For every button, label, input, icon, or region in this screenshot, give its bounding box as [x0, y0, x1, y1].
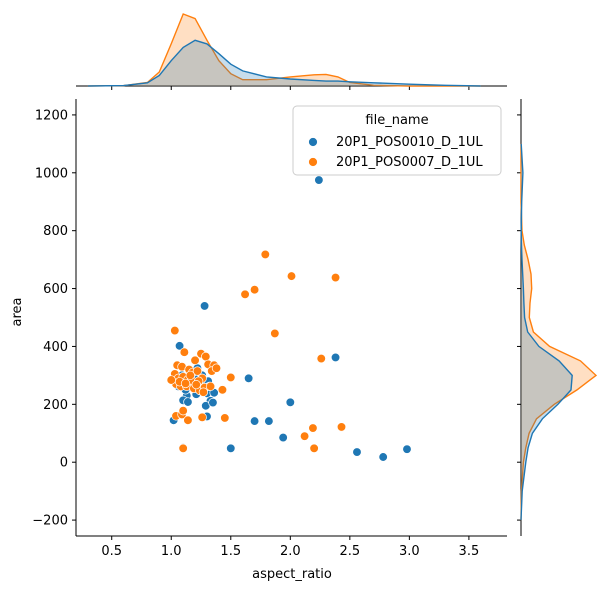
scatter-point-series-1 — [179, 347, 189, 357]
scatter-point-series-1 — [211, 363, 222, 373]
y-tick-label: 600 — [43, 282, 68, 297]
legend-marker-series-1 — [308, 157, 318, 167]
y-tick-label: 800 — [43, 224, 68, 239]
marginal-x-kde — [76, 13, 507, 90]
y-tick-label: 1200 — [35, 108, 68, 123]
scatter-point-series-1 — [201, 351, 211, 362]
scatter-point-series-0 — [264, 416, 274, 426]
scatter-points — [166, 175, 412, 462]
legend-title: file_name — [365, 113, 428, 128]
scatter-point-series-0 — [352, 447, 362, 457]
scatter-point-series-0 — [199, 301, 210, 311]
scatter-point-series-1 — [180, 378, 191, 389]
x-tick-label: 3.0 — [399, 544, 420, 559]
scatter-point-series-1 — [217, 385, 228, 395]
scatter-point-series-0 — [174, 341, 185, 351]
scatter-point-series-1 — [316, 353, 326, 364]
legend: file_name 20P1_POS0010_D_1UL 20P1_POS000… — [292, 105, 502, 176]
scatter-point-series-1 — [166, 375, 176, 385]
scatter-point-series-0 — [378, 452, 388, 462]
scatter-point-series-0 — [208, 397, 218, 408]
y-tick-label: −200 — [32, 514, 68, 529]
scatter-point-series-1 — [170, 325, 180, 336]
marginal-y-line-series-0 — [520, 143, 573, 521]
scatter-point-series-1 — [270, 328, 280, 339]
scatter-point-series-1 — [198, 387, 209, 397]
marginal-y-line-series-1 — [520, 143, 598, 521]
scatter-point-series-0 — [278, 432, 288, 443]
marginal-x-line-series-0 — [87, 39, 481, 87]
legend-marker-series-0 — [308, 137, 318, 147]
scatter-point-series-0 — [183, 397, 193, 407]
scatter-point-series-1 — [309, 443, 319, 453]
x-tick-label: 2.5 — [339, 544, 360, 559]
scatter-point-series-0 — [249, 416, 260, 426]
scatter-point-series-1 — [178, 406, 188, 416]
marginal-y-kde — [517, 99, 598, 536]
scatter-point-series-1 — [226, 372, 236, 383]
y-tick-label: 0 — [60, 456, 68, 471]
y-tick-label: 1000 — [35, 166, 68, 181]
x-tick-label: 2.0 — [280, 544, 301, 559]
scatter-point-series-1 — [220, 413, 230, 423]
scatter-point-series-1 — [286, 271, 297, 281]
scatter-point-series-1 — [336, 422, 347, 432]
scatter-point-series-1 — [190, 355, 200, 365]
x-tick-label: 3.5 — [459, 544, 480, 559]
scatter-point-series-1 — [192, 366, 203, 376]
scatter-point-series-1 — [249, 285, 260, 295]
marginal-x-fill-series-0 — [87, 40, 481, 86]
scatter-axes: 0.5 1.0 1.5 2.0 2.5 3.0 3.5 −200 0 200 400 600 800 10… — [32, 99, 507, 559]
marginal-x-fill-series-1 — [87, 14, 481, 86]
y-axis-label: area — [10, 298, 25, 327]
legend-label-series-0: 20P1_POS0010_D_1UL — [336, 135, 483, 150]
scatter-point-series-1 — [308, 423, 318, 433]
scatter-point-series-1 — [183, 415, 193, 425]
scatter-point-series-0 — [314, 175, 324, 185]
scatter-point-series-0 — [243, 373, 254, 383]
scatter-point-series-1 — [260, 249, 270, 260]
scatter-point-series-1 — [197, 412, 207, 422]
x-tick-label: 1.5 — [220, 544, 241, 559]
scatter-point-series-0 — [330, 352, 341, 363]
marginal-x-line-series-1 — [87, 13, 481, 87]
scatter-point-series-1 — [299, 431, 310, 441]
marginal-y-fill-series-1 — [521, 143, 596, 521]
y-tick-label: 400 — [43, 340, 68, 355]
marginal-y-fill-series-0 — [521, 143, 573, 521]
scatter-point-series-0 — [285, 397, 295, 407]
x-tick-label: 0.5 — [101, 544, 122, 559]
scatter-point-series-1 — [240, 289, 250, 299]
x-axis-label: aspect_ratio — [252, 567, 332, 582]
scatter-point-series-1 — [178, 443, 188, 453]
scatter-point-series-0 — [226, 443, 236, 453]
y-tick-label: 200 — [43, 398, 68, 413]
scatter-point-series-1 — [330, 272, 341, 283]
x-tick-label: 1.0 — [161, 544, 182, 559]
scatter-point-series-1 — [205, 381, 216, 392]
legend-frame — [292, 105, 502, 176]
scatter-point-series-1 — [185, 370, 195, 381]
scatter-point-series-0 — [402, 444, 412, 454]
legend-label-series-1: 20P1_POS0007_D_1UL — [336, 155, 483, 170]
scatter-point-series-1 — [191, 379, 201, 390]
